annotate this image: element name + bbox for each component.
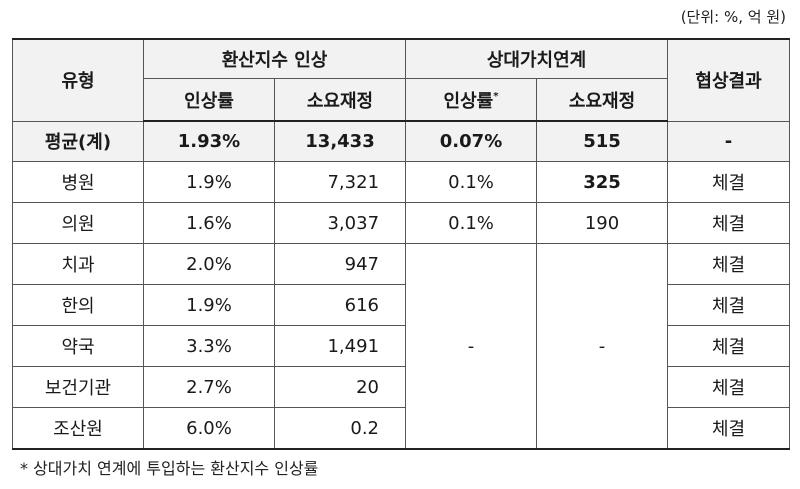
table-row: 치과 2.0% 947 - - 체결 — [12, 243, 791, 450]
rate2-cell: 0.1% — [405, 202, 538, 244]
budget2-cell: 515 — [536, 120, 669, 162]
budget1-cell: 7,321 — [273, 161, 407, 203]
rate2-merged-cell: - — [405, 243, 538, 450]
result-cell: 체결 — [667, 161, 791, 203]
header-budget-2: 소요재정 — [536, 78, 669, 122]
header-rate-2-label: 인상률 — [443, 90, 494, 112]
footnote: * 상대가치 연계에 투입하는 환산지수 인상률 — [20, 459, 319, 478]
result-cell: 체결 — [667, 366, 791, 408]
budget1-cell: 616 — [273, 284, 407, 326]
result-cell: 체결 — [667, 243, 791, 285]
rate2-cell: 0.07% — [405, 120, 538, 162]
footnote-marker: * — [493, 90, 499, 102]
result-cell: 체결 — [667, 202, 791, 244]
header-conversion-index-increase: 환산지수 인상 — [142, 38, 407, 79]
rate1-cell: 2.7% — [143, 366, 275, 408]
result-cell: 체결 — [667, 325, 791, 367]
rate1-cell: 1.93% — [143, 120, 275, 162]
budget2-merged-cell: - — [536, 243, 669, 450]
table-row: 약국 3.3% 1,491 체결 — [12, 325, 791, 367]
budget1-cell: 1,491 — [273, 325, 407, 367]
rate2-cell: 0.1% — [405, 161, 538, 203]
rate1-cell: 2.0% — [143, 243, 275, 285]
rate1-cell: 1.6% — [143, 202, 275, 244]
header-type: 유형 — [12, 38, 144, 122]
budget1-cell: 947 — [273, 243, 407, 285]
result-cell: 체결 — [667, 284, 791, 326]
row-label: 평균(계) — [12, 120, 144, 162]
row-label: 치과 — [12, 243, 144, 285]
result-cell: - — [667, 120, 791, 162]
budget2-cell: 325 — [536, 161, 669, 203]
row-label: 약국 — [12, 325, 144, 367]
table-row: 보건기관 2.7% 20 체결 — [12, 366, 791, 408]
table-row-average: 평균(계) 1.93% 13,433 0.07% 515 - — [12, 120, 791, 162]
budget1-cell: 3,037 — [273, 202, 407, 244]
table-row: 병원 1.9% 7,321 0.1% 325 체결 — [12, 161, 791, 203]
budget1-cell: 0.2 — [273, 407, 407, 450]
fee-negotiation-table: 유형 환산지수 인상 상대가치연계 협상결과 인상률 소요재정 인상률* 소요재… — [12, 38, 791, 450]
row-label: 한의 — [12, 284, 144, 326]
header-relative-value-link: 상대가치연계 — [405, 38, 669, 79]
row-label: 의원 — [12, 202, 144, 244]
rate1-cell: 6.0% — [143, 407, 275, 450]
row-label: 조산원 — [12, 407, 144, 450]
budget1-cell: 20 — [273, 366, 407, 408]
unit-note: (단위: %, 억 원) — [680, 8, 786, 26]
header-rate-1: 인상률 — [143, 78, 275, 122]
table-row: 의원 1.6% 3,037 0.1% 190 체결 — [12, 202, 791, 244]
table-row: 조산원 6.0% 0.2 체결 — [12, 407, 791, 450]
row-label: 병원 — [12, 161, 144, 203]
budget2-cell: 190 — [536, 202, 669, 244]
rate1-cell: 1.9% — [143, 161, 275, 203]
rate1-cell: 3.3% — [143, 325, 275, 367]
rate1-cell: 1.9% — [143, 284, 275, 326]
budget1-cell: 13,433 — [273, 120, 407, 162]
header-negotiation-result: 협상결과 — [667, 38, 791, 122]
row-label: 보건기관 — [12, 366, 144, 408]
header-rate-2: 인상률* — [405, 78, 538, 122]
result-cell: 체결 — [667, 407, 791, 450]
header-budget-1: 소요재정 — [273, 78, 407, 122]
table-row: 한의 1.9% 616 체결 — [12, 284, 791, 326]
